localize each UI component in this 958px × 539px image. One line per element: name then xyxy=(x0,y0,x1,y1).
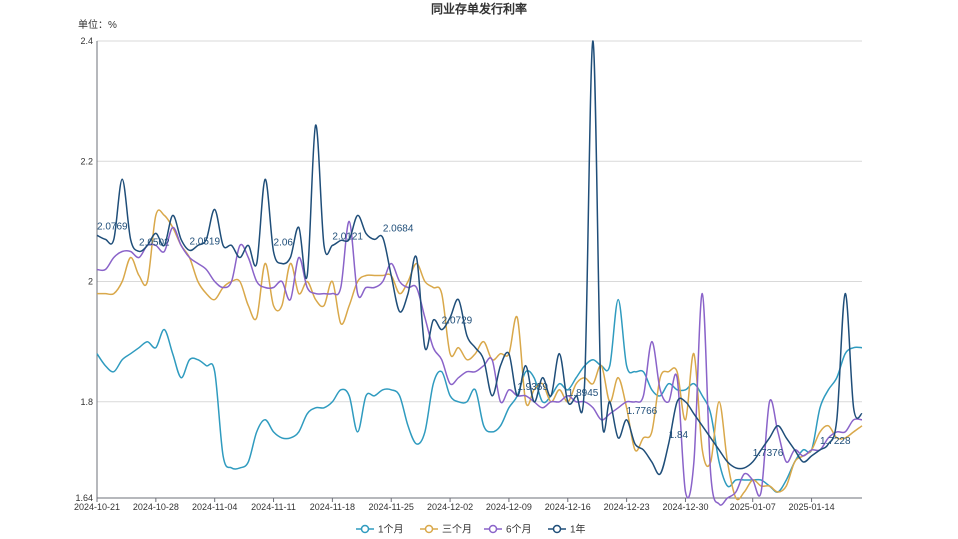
data-label: 1.84 xyxy=(669,430,689,441)
series-line xyxy=(96,209,863,501)
series-line xyxy=(96,40,863,476)
y-tick-label: 2.2 xyxy=(80,156,93,166)
legend-item[interactable]: 1个月 xyxy=(356,524,404,536)
y-axis-ticks: 1.64 1.8 2 2.2 2.4 xyxy=(75,36,93,503)
legend-marker-icon xyxy=(424,524,434,534)
data-label: 1.7766 xyxy=(627,406,658,417)
x-tick-label: 2024-11-18 xyxy=(310,502,355,512)
x-tick-label: 2024-12-30 xyxy=(662,502,708,512)
x-tick-label: 2024-10-21 xyxy=(74,502,120,512)
data-label: 2.0729 xyxy=(442,316,473,327)
data-label: 2.0121 xyxy=(332,231,363,242)
legend-label: 1个月 xyxy=(378,524,404,536)
x-tick-label: 2024-12-09 xyxy=(486,502,532,512)
y-tick-label: 2 xyxy=(88,277,93,287)
x-tick-label: 2025-01-07 xyxy=(730,502,776,512)
legend-marker-icon xyxy=(360,524,370,534)
series-line xyxy=(96,298,863,493)
x-tick-label: 2024-12-16 xyxy=(545,502,591,512)
data-label: 2.0769 xyxy=(97,221,128,232)
x-tick-label: 2025-01-14 xyxy=(789,502,835,512)
chart-title: 同业存单发行利率 xyxy=(431,1,527,16)
unit-label: 单位：% xyxy=(78,18,117,31)
legend-label: 三个月 xyxy=(442,524,472,536)
x-tick-label: 2024-11-25 xyxy=(369,502,414,512)
x-axis: 2024-10-21 2024-10-28 2024-11-04 2024-11-11… xyxy=(74,41,862,512)
data-label: 2.0519 xyxy=(189,236,220,247)
data-label: 2.0502 xyxy=(139,237,170,248)
data-label: 1.7376 xyxy=(753,448,784,459)
x-tick-label: 2024-12-23 xyxy=(604,502,650,512)
x-tick-label: 2024-10-28 xyxy=(133,502,179,512)
y-tick-label: 2.4 xyxy=(80,36,93,46)
annotations: 2.0769 2.0502 2.0519 2.06 2.0121 2.0684 2.0729… xyxy=(97,221,851,459)
x-tick-label: 2024-11-04 xyxy=(192,502,237,512)
x-tick-label: 2024-12-02 xyxy=(427,502,473,512)
series-group xyxy=(96,40,863,506)
y-tick-label: 1.64 xyxy=(75,493,93,503)
legend-marker-icon xyxy=(552,524,562,534)
data-label: 1.8945 xyxy=(568,388,599,399)
legend-label: 1年 xyxy=(570,523,586,536)
y-tick-label: 1.8 xyxy=(80,397,93,407)
gridlines xyxy=(97,40,862,499)
data-label: 1.7228 xyxy=(820,436,851,447)
legend-label: 6个月 xyxy=(506,524,532,536)
legend-item[interactable]: 1年 xyxy=(548,523,586,536)
legend-marker-icon xyxy=(488,524,498,534)
x-tick-label: 2024-11-11 xyxy=(251,502,296,512)
data-label: 1.9359 xyxy=(517,382,548,393)
legend-item[interactable]: 三个月 xyxy=(420,524,472,536)
legend[interactable]: 1个月 三个月 6个月 1年 xyxy=(356,523,586,536)
data-label: 2.06 xyxy=(274,237,294,248)
data-label: 2.0684 xyxy=(383,224,414,235)
legend-item[interactable]: 6个月 xyxy=(484,524,532,536)
